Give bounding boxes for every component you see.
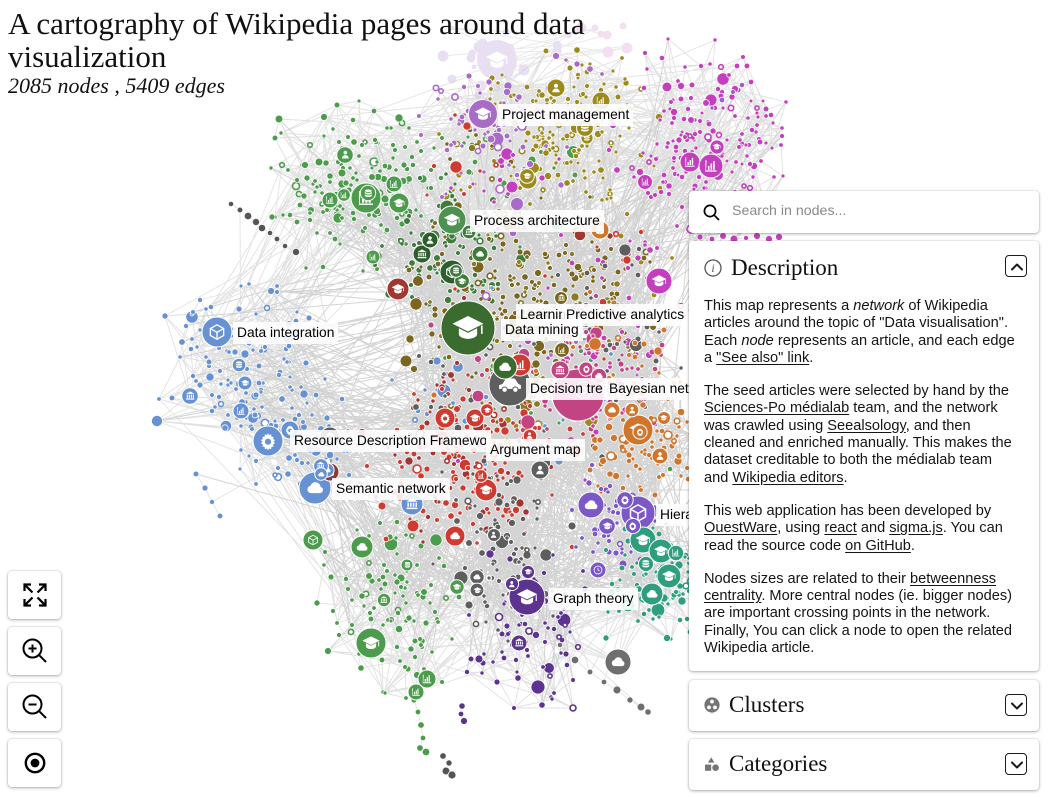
svg-text:i: i [711, 261, 714, 275]
